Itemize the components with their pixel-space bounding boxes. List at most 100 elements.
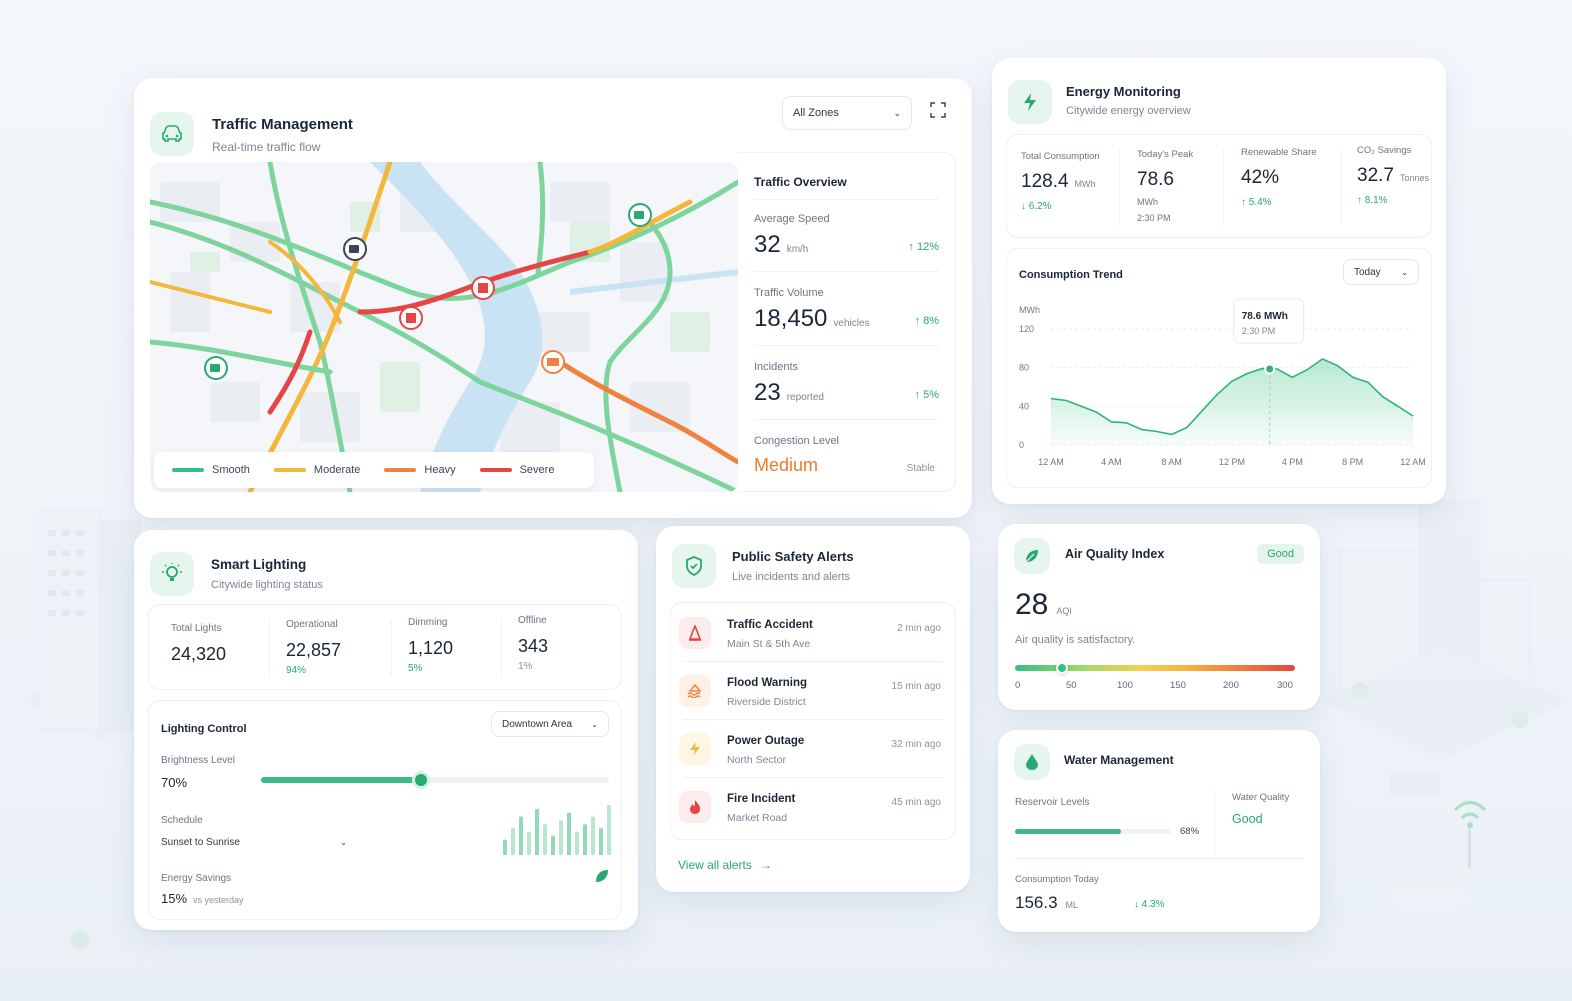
incident-marker[interactable] [399, 306, 423, 330]
energy-stat-co2: CO₂ Savings 32.7 Tonnes ↑ 8.1% [1357, 145, 1433, 225]
trend-title: Consumption Trend [1019, 269, 1123, 281]
tooltip-time: 2:30 PM [1242, 326, 1276, 336]
view-all-alerts-link[interactable]: View all alerts → [678, 858, 772, 872]
legend-heavy: Heavy [384, 464, 456, 476]
shield-icon [672, 544, 716, 588]
fire-icon [679, 791, 711, 823]
series-area [1051, 359, 1413, 445]
lighting-bar [511, 828, 515, 855]
volume-number: 18,450 [754, 305, 828, 332]
cone-icon [679, 617, 711, 649]
energy-stat-number: 32.7 [1357, 165, 1394, 186]
trend-select[interactable]: Today ⌄ [1343, 259, 1419, 285]
area-select[interactable]: Downtown Area ⌄ [491, 711, 609, 737]
y-tick-label: 40 [1019, 401, 1029, 411]
traffic-overview-panel: Traffic Overview Average Speed 32 km/h ↑ … [738, 152, 956, 492]
energy-stat-label: Today's Peak [1137, 149, 1194, 160]
zone-select[interactable]: All Zones ⌄ [782, 96, 912, 130]
avg-speed-value: 32 km/h [754, 231, 808, 259]
alert-location: Market Road [727, 812, 788, 824]
chart-tooltip [1233, 298, 1305, 344]
legend-moderate-label: Moderate [313, 464, 361, 476]
alert-title: Flood Warning [727, 677, 808, 689]
avg-speed-label: Average Speed [754, 213, 830, 225]
aqi-scale-label: 0 [1015, 680, 1021, 691]
lighting-stats-panel: Total Lights 24,320 Operational 22,857 9… [148, 604, 622, 690]
alert-title: Traffic Accident [727, 619, 813, 631]
trend-select-value: Today [1354, 266, 1381, 278]
savings-value: 15% vs yesterday [161, 891, 244, 906]
y-tick-label: 120 [1019, 324, 1034, 334]
safety-card: Public Safety Alerts Live incidents and … [656, 526, 970, 892]
lighting-stat: Operational 22,857 94% [286, 619, 341, 676]
brightness-slider-handle[interactable] [412, 771, 431, 789]
energy-stat-change: ↓ 6.2% [1021, 201, 1052, 212]
brightness-slider[interactable] [261, 771, 609, 789]
congestion-label: Congestion Level [754, 435, 840, 447]
lighting-stat-label: Operational [286, 619, 338, 630]
water-title: Water Management [1064, 753, 1174, 767]
schedule-select[interactable]: Sunset to Sunrise ⌄ [157, 827, 357, 857]
avg-speed-number: 32 [754, 231, 781, 258]
camera-marker[interactable] [343, 237, 367, 261]
x-tick-label: 8 AM [1161, 457, 1182, 467]
tooltip-value: 78.6 MWh [1242, 311, 1288, 322]
incident-marker[interactable] [471, 276, 495, 300]
avg-speed-change: ↑ 12% [908, 241, 939, 253]
energy-stat-number: 78.6 [1137, 169, 1174, 190]
consumption-unit: ML [1065, 900, 1079, 910]
lighting-bar [503, 839, 507, 855]
traffic-map[interactable]: Smooth Moderate Heavy Severe [150, 162, 738, 492]
lighting-stat-sub: 1% [518, 661, 533, 672]
camera-marker[interactable] [204, 356, 228, 380]
energy-stat-change-value: 8.1% [1364, 195, 1388, 206]
lighting-bar [519, 816, 523, 855]
lighting-stat-sub: 94% [286, 665, 307, 676]
consumption-value: 156.3 ML [1015, 893, 1078, 913]
legend-moderate: Moderate [273, 464, 361, 476]
avg-speed-unit: km/h [786, 244, 809, 255]
expand-icon[interactable] [930, 102, 950, 122]
water-divider [1014, 858, 1304, 859]
reservoir-bar-fill [1015, 829, 1122, 834]
legend-heavy-label: Heavy [424, 464, 456, 476]
lighting-stat-sub: 5% [408, 663, 423, 674]
overview-divider [754, 419, 939, 420]
lighting-bar [575, 831, 579, 855]
aqi-number: 28 [1015, 588, 1049, 621]
energy-card: Energy Monitoring Citywide energy overvi… [992, 58, 1446, 504]
lighting-title: Smart Lighting [211, 557, 307, 572]
x-tick-label: 12 AM [1038, 457, 1064, 467]
camera-marker[interactable] [628, 203, 652, 227]
view-all-alerts-label: View all alerts [678, 858, 752, 872]
energy-stat-value: 128.4 MWh [1021, 171, 1096, 193]
consumption-chart[interactable]: MWh 120 80 40 0 12 AM 4 AM 8 AM 12 PM 4 PM 8 PM 12 … [1007, 289, 1433, 489]
leaf-icon [1014, 538, 1050, 574]
energy-subtitle: Citywide energy overview [1066, 105, 1191, 117]
savings-note: vs yesterday [193, 895, 244, 905]
lighting-bar-chart [503, 805, 611, 855]
alert-item[interactable]: Traffic Accident Main St & 5th Ave 2 min… [671, 603, 955, 661]
water-drop-icon [1014, 744, 1050, 780]
alert-item[interactable]: Power Outage North Sector 32 min ago [671, 719, 955, 777]
lighting-stat-divider [501, 619, 502, 677]
energy-title: Energy Monitoring [1066, 84, 1181, 99]
alert-time: 2 min ago [897, 623, 941, 634]
overview-divider [754, 271, 939, 272]
construction-marker[interactable] [541, 350, 565, 374]
lighting-stat: Total Lights 24,320 [171, 623, 226, 665]
alert-item[interactable]: Fire Incident Market Road 45 min ago [671, 777, 955, 835]
aqi-scale: 0 50 100 150 200 300 [1015, 680, 1295, 694]
chevron-down-icon: ⌄ [1401, 267, 1408, 277]
aqi-gradient-bar [1015, 662, 1295, 674]
alert-divider [683, 777, 943, 778]
energy-stat-unit: MWh [1137, 197, 1158, 207]
chevron-down-icon: ⌄ [591, 719, 598, 729]
alert-time: 32 min ago [891, 739, 941, 750]
brightness-value: 70% [161, 775, 188, 790]
lighting-stat: Dimming 1,120 5% [408, 617, 453, 674]
lighting-bar [591, 816, 595, 855]
consumption-trend-panel: Consumption Trend Today ⌄ MWh 120 80 40 0 12 A… [1006, 248, 1432, 488]
alert-item[interactable]: Flood Warning Riverside District 15 min … [671, 661, 955, 719]
bolt-icon [679, 733, 711, 765]
